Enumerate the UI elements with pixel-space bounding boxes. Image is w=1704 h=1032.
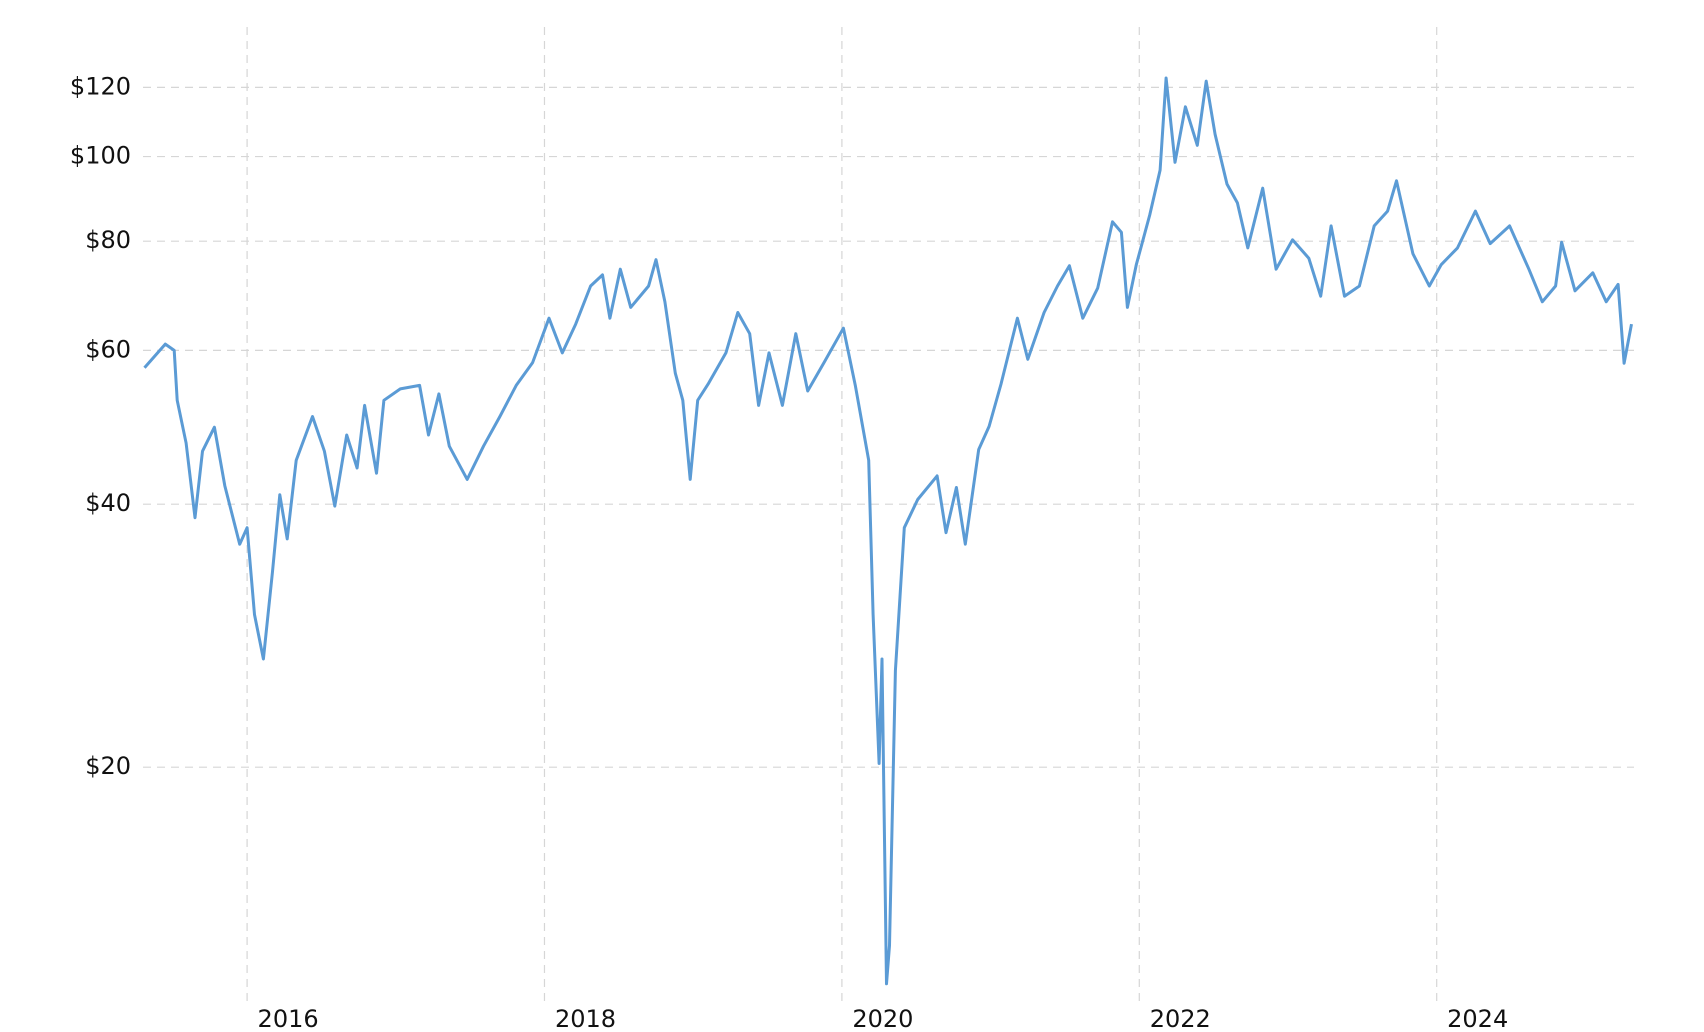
y-tick-label: $60	[85, 335, 131, 363]
y-tick-label: $80	[85, 226, 131, 254]
x-tick-label: 2022	[1150, 1005, 1211, 1032]
x-tick-label: 2024	[1447, 1005, 1508, 1032]
y-tick-label: $120	[70, 72, 131, 100]
price-line	[143, 76, 1633, 986]
x-tick-label: 2016	[258, 1005, 319, 1032]
y-tick-label: $40	[85, 489, 131, 517]
x-tick-label: 2020	[852, 1005, 913, 1032]
y-tick-label: $20	[85, 752, 131, 780]
x-tick-label: 2018	[555, 1005, 616, 1032]
y-tick-label: $100	[70, 142, 131, 170]
